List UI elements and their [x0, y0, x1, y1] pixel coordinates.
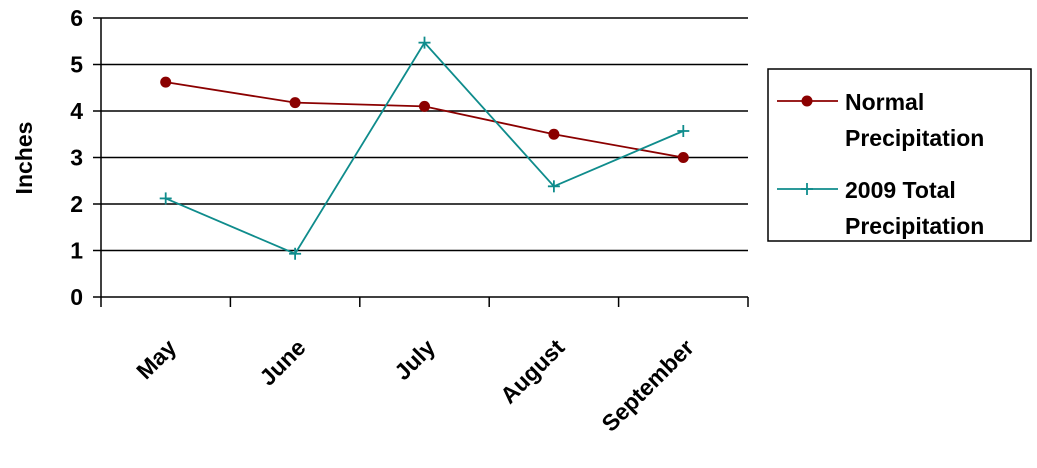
legend-entry: Normal Precipitation [777, 89, 984, 151]
data-point [159, 192, 172, 205]
series-line [165, 81, 684, 159]
x-tick-label: June [254, 334, 310, 390]
data-point [289, 247, 302, 260]
y-tick-label: 2 [70, 191, 83, 217]
data-point [418, 36, 431, 49]
y-axis-label: Inches [11, 122, 37, 195]
legend-label: Precipitation [845, 125, 984, 151]
data-point [677, 152, 689, 163]
data-point [160, 76, 172, 88]
y-tick-label: 4 [70, 98, 83, 124]
gridlines [101, 17, 748, 252]
x-tick-label: July [389, 334, 440, 385]
x-tick-label: May [131, 334, 181, 384]
data-point [289, 97, 301, 109]
y-tick-label: 0 [70, 284, 83, 310]
y-tick-labels: 0 1 2 3 4 5 6 [70, 5, 83, 310]
legend-marker [801, 95, 813, 107]
legend: Normal Precipitation 2009 Total Precipitati… [767, 68, 1032, 242]
x-tick-label: September [596, 334, 698, 436]
y-tick-label: 6 [70, 5, 83, 31]
x-tick-labels: May June July August September [131, 334, 699, 437]
legend-box [767, 68, 1032, 242]
series-line [165, 41, 684, 255]
data-point [419, 100, 430, 112]
x-tick-label: August [495, 334, 570, 409]
legend-label: Normal [845, 89, 924, 115]
axes [93, 17, 749, 307]
legend-marker [801, 183, 813, 195]
legend-label: 2009 Total [845, 177, 956, 203]
legend-entry: 2009 Total Precipitation [777, 177, 984, 239]
legend-label: Precipitation [845, 213, 984, 239]
data-point [677, 124, 690, 137]
series [159, 36, 690, 260]
y-tick-label: 5 [70, 52, 83, 78]
data-point [548, 128, 560, 140]
data-point [547, 180, 560, 193]
y-tick-label: 3 [70, 145, 83, 171]
y-tick-label: 1 [70, 238, 83, 264]
